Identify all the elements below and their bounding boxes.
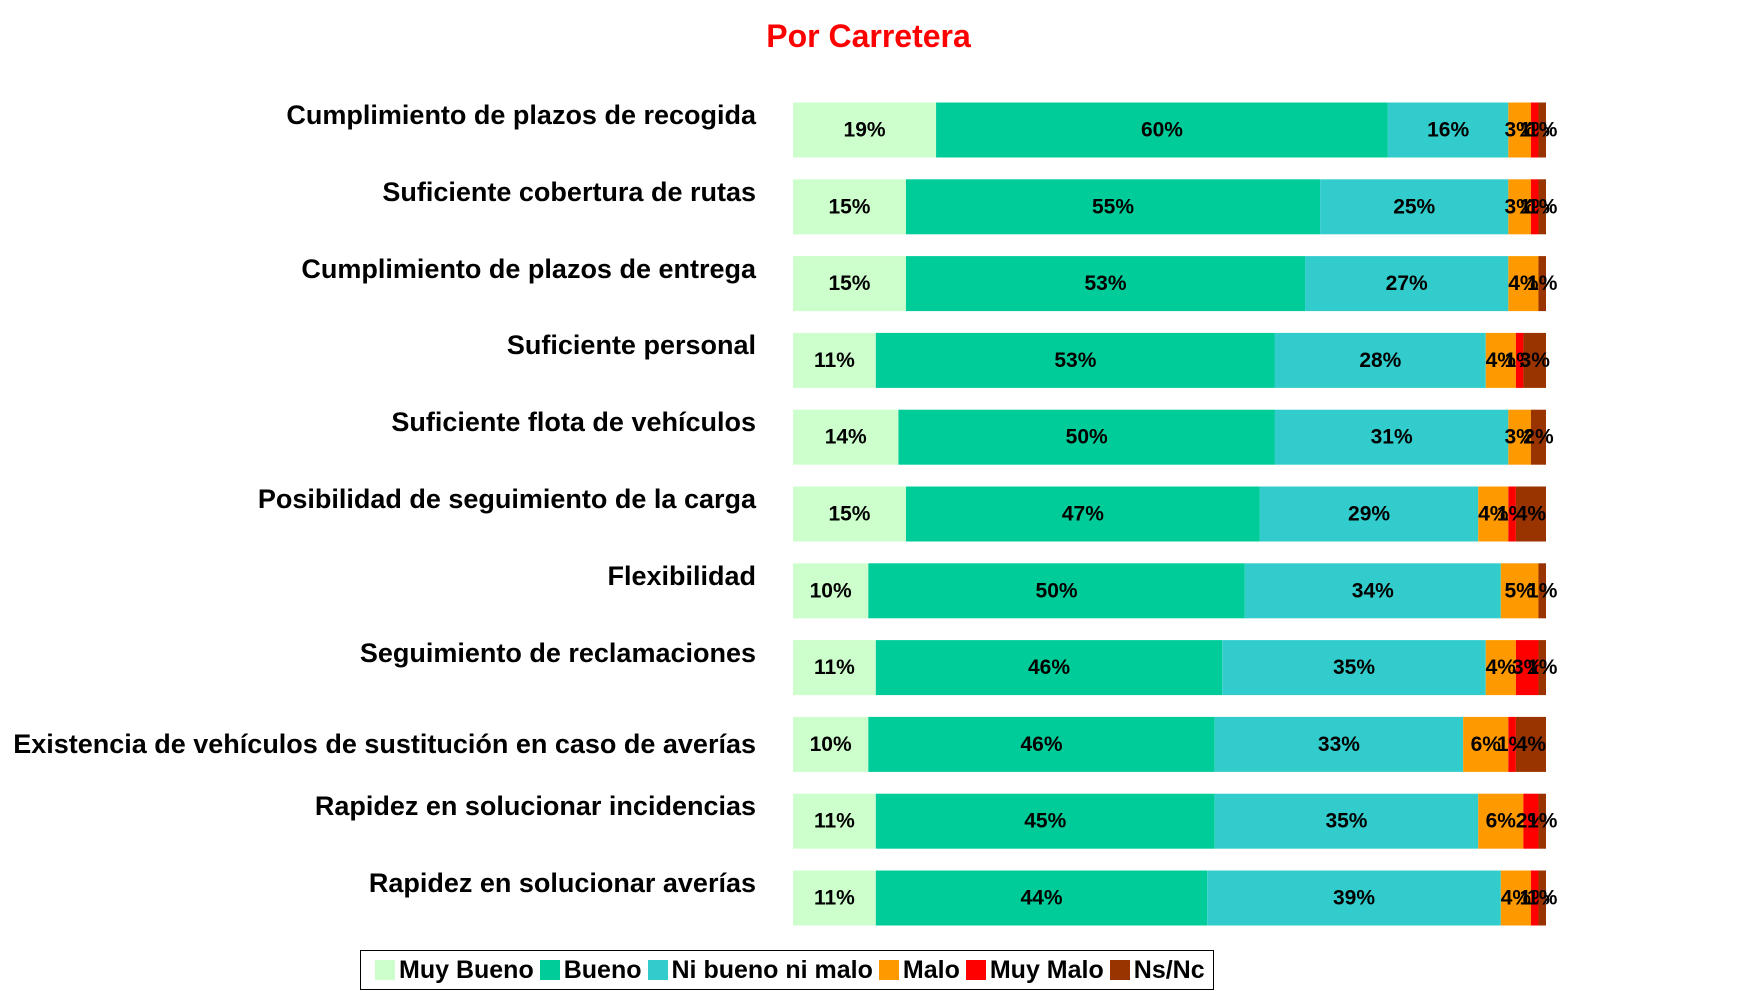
legend-swatch (375, 960, 395, 980)
value-label: 28% (1359, 349, 1401, 372)
value-label: 53% (1054, 349, 1096, 372)
value-label: 35% (1325, 810, 1367, 833)
value-label: 47% (1062, 503, 1104, 526)
legend-label: Muy Bueno (399, 956, 534, 985)
value-label: 15% (828, 503, 870, 526)
value-label: 1% (1527, 656, 1558, 679)
value-label: 1% (1527, 579, 1558, 602)
value-label: 34% (1352, 579, 1394, 602)
value-label: 44% (1020, 887, 1062, 910)
value-label: 33% (1318, 733, 1360, 756)
value-label: 15% (828, 272, 870, 295)
value-label: 60% (1141, 119, 1183, 142)
page: {"chart_data": {"type": "stacked-bar-hor… (0, 0, 1737, 991)
value-label: 31% (1371, 426, 1413, 449)
value-label: 46% (1028, 656, 1070, 679)
value-label: 55% (1092, 195, 1134, 218)
value-label: 46% (1020, 733, 1062, 756)
legend-swatch (879, 960, 899, 980)
value-label: 27% (1386, 272, 1428, 295)
legend-label: Malo (903, 956, 960, 985)
value-label: 1% (1527, 810, 1558, 833)
value-label: 35% (1333, 656, 1375, 679)
value-label: 16% (1427, 119, 1469, 142)
value-label: 1% (1527, 887, 1558, 910)
value-label: 50% (1066, 426, 1108, 449)
legend-label: Bueno (564, 956, 642, 985)
value-label: 29% (1348, 503, 1390, 526)
value-label: 14% (825, 426, 867, 449)
value-label: 11% (814, 810, 855, 833)
value-label: 15% (828, 195, 870, 218)
value-label: 6% (1486, 810, 1517, 833)
value-label: 11% (814, 656, 855, 679)
legend-swatch (648, 960, 668, 980)
value-label: 50% (1036, 579, 1078, 602)
value-label: 3% (1520, 349, 1551, 372)
value-label: 10% (810, 579, 852, 602)
value-label: 45% (1024, 810, 1066, 833)
legend: Muy Bueno Bueno Ni bueno ni malo Malo Muy Ma… (360, 950, 1214, 990)
value-label: 1% (1527, 195, 1558, 218)
legend-label: Muy Malo (990, 956, 1104, 985)
category-label: Rapidez en solucionar averías (10, 838, 756, 928)
value-label: 19% (844, 119, 886, 142)
legend-swatch (540, 960, 560, 980)
value-label: 39% (1333, 887, 1375, 910)
legend-label: Ni bueno ni malo (672, 956, 873, 985)
value-label: 1% (1527, 119, 1558, 142)
value-label: 11% (814, 887, 855, 910)
value-label: 10% (810, 733, 852, 756)
value-label: 2% (1523, 426, 1554, 449)
legend-swatch (1110, 960, 1130, 980)
value-label: 11% (814, 349, 855, 372)
value-label: 53% (1084, 272, 1126, 295)
legend-swatch (966, 960, 986, 980)
value-label: 4% (1516, 733, 1547, 756)
value-label: 4% (1516, 503, 1547, 526)
legend-label: Ns/Nc (1134, 956, 1205, 985)
value-label: 25% (1393, 195, 1435, 218)
value-label: 1% (1527, 272, 1558, 295)
